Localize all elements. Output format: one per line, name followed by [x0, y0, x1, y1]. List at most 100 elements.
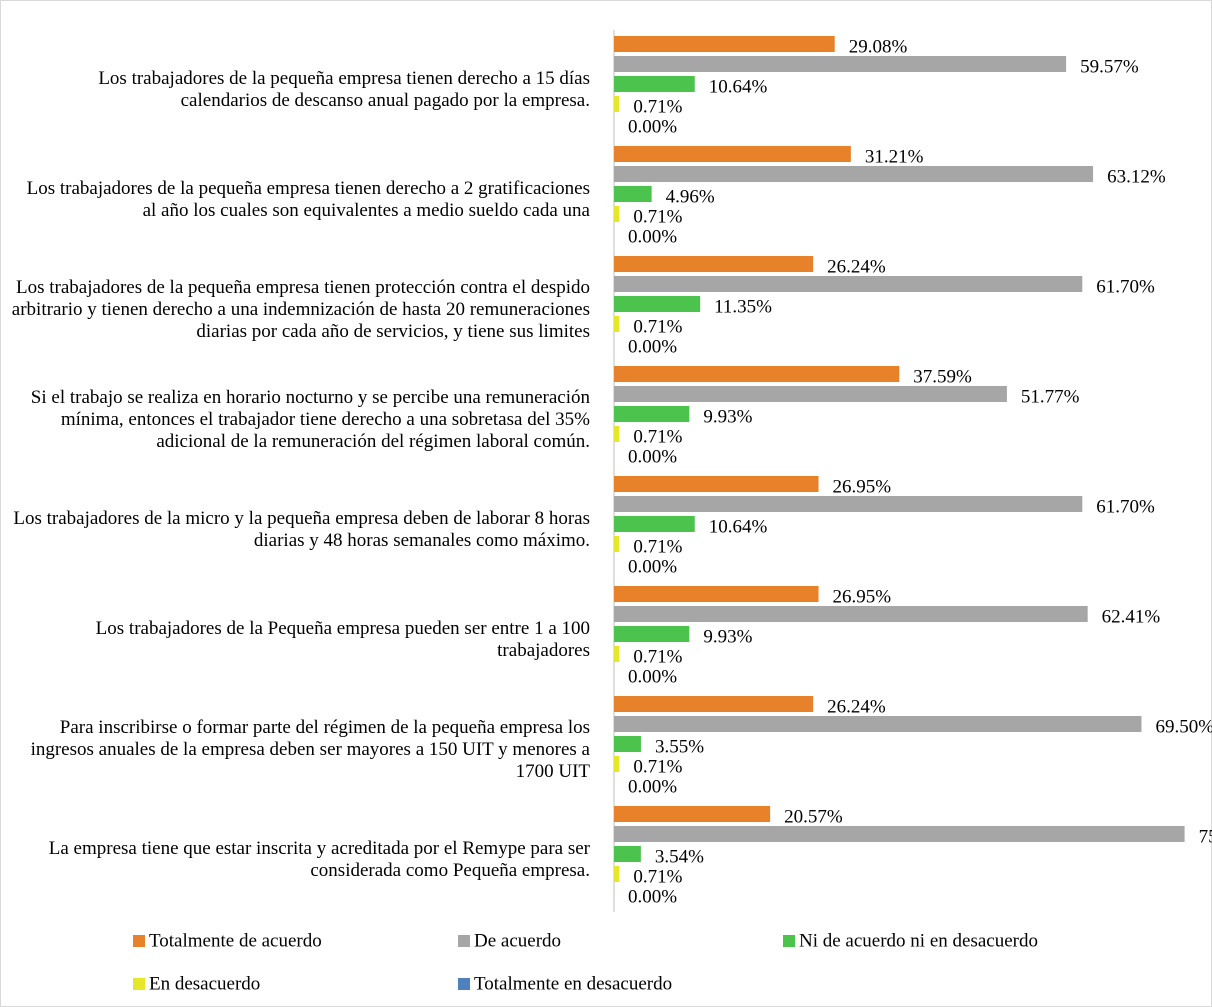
category-label: Los trabajadores de la pequeña empresa t… — [10, 255, 590, 365]
category-label: Los trabajadores de la pequeña empresa t… — [10, 35, 590, 145]
data-label: 9.93% — [703, 626, 752, 647]
data-label: 3.55% — [655, 736, 704, 757]
bar — [614, 586, 819, 602]
data-label: 37.59% — [913, 366, 972, 387]
data-label: 0.00% — [628, 666, 677, 687]
data-label: 62.41% — [1102, 606, 1161, 627]
bar — [614, 186, 652, 202]
category-text: Los trabajadores de la pequeña empresa t… — [11, 277, 590, 342]
legend-label: Ni de acuerdo ni en desacuerdo — [799, 930, 1038, 951]
data-label: 20.57% — [784, 806, 843, 827]
category-label: Para inscribirse o formar parte del régi… — [10, 695, 590, 805]
data-label: 10.64% — [709, 516, 768, 537]
bar — [614, 516, 695, 532]
category-label: La empresa tiene que estar inscrita y ac… — [10, 805, 590, 915]
data-label: 0.71% — [633, 316, 682, 337]
data-label: 26.24% — [827, 696, 886, 717]
bar — [614, 146, 851, 162]
category-text: Los trabajadores de la pequeña empresa t… — [26, 178, 590, 221]
bar — [614, 536, 620, 552]
data-label: 0.71% — [633, 96, 682, 117]
legend-swatch — [133, 935, 145, 947]
bar — [614, 756, 620, 772]
data-label: 63.12% — [1107, 166, 1166, 187]
category-text: Los trabajadores de la Pequeña empresa p… — [95, 618, 590, 661]
data-label: 0.00% — [628, 226, 677, 247]
bar — [614, 866, 620, 882]
data-label: 75.18% — [1199, 826, 1212, 847]
data-label: 0.00% — [628, 446, 677, 467]
bar — [614, 606, 1088, 622]
category-label: Los trabajadores de la micro y la pequeñ… — [10, 475, 590, 585]
data-label: 0.71% — [633, 756, 682, 777]
data-label: 0.71% — [633, 536, 682, 557]
data-label: 26.95% — [833, 476, 892, 497]
bar — [614, 166, 1094, 182]
data-label: 26.24% — [827, 256, 886, 277]
bar — [614, 426, 620, 442]
bar — [614, 76, 695, 92]
bar — [614, 826, 1185, 842]
bar — [614, 626, 690, 642]
bar — [614, 206, 620, 222]
data-label: 0.00% — [628, 776, 677, 797]
legend-swatch — [458, 935, 470, 947]
data-label: 61.70% — [1096, 276, 1155, 297]
category-text: Los trabajadores de la pequeña empresa t… — [98, 68, 590, 111]
data-label: 3.54% — [655, 846, 704, 867]
data-label: 10.64% — [709, 76, 768, 97]
bar — [614, 296, 701, 312]
legend-label: En desacuerdo — [149, 973, 260, 994]
legend-label: De acuerdo — [474, 930, 561, 951]
bar — [614, 496, 1083, 512]
category-text: Los trabajadores de la micro y la pequeñ… — [13, 508, 590, 551]
data-label: 61.70% — [1096, 496, 1155, 517]
bar — [614, 56, 1067, 72]
data-label: 0.71% — [633, 206, 682, 227]
data-label: 0.71% — [633, 646, 682, 667]
data-label: 26.95% — [833, 586, 892, 607]
bar — [614, 716, 1142, 732]
bar — [614, 96, 620, 112]
bar — [614, 846, 641, 862]
category-label: Los trabajadores de la pequeña empresa t… — [10, 145, 590, 255]
data-label: 59.57% — [1080, 56, 1139, 77]
data-label: 9.93% — [703, 406, 752, 427]
legend-label: Totalmente de acuerdo — [149, 930, 322, 951]
bar — [614, 366, 900, 382]
data-label: 31.21% — [865, 146, 924, 167]
bar — [614, 806, 771, 822]
bar — [614, 316, 620, 332]
data-label: 11.35% — [714, 296, 772, 317]
category-label: Los trabajadores de la Pequeña empresa p… — [10, 585, 590, 695]
legend-swatch — [133, 978, 145, 990]
legend-swatch — [458, 978, 470, 990]
data-label: 69.50% — [1155, 716, 1212, 737]
data-label: 0.71% — [633, 426, 682, 447]
data-label: 0.71% — [633, 866, 682, 887]
data-label: 0.00% — [628, 116, 677, 137]
data-label: 0.00% — [628, 886, 677, 907]
bar — [614, 476, 819, 492]
bar — [614, 256, 814, 272]
bar — [614, 386, 1007, 402]
legend-label: Totalmente en desacuerdo — [474, 973, 672, 994]
data-label: 0.00% — [628, 556, 677, 577]
bar — [614, 36, 835, 52]
data-label: 29.08% — [849, 36, 908, 57]
category-text: Si el trabajo se realiza en horario noct… — [30, 387, 590, 452]
bar — [614, 696, 814, 712]
bar — [614, 646, 620, 662]
data-label: 51.77% — [1021, 386, 1080, 407]
bar — [614, 736, 641, 752]
category-text: Para inscribirse o formar parte del régi… — [30, 717, 590, 782]
category-label: Si el trabajo se realiza en horario noct… — [10, 365, 590, 475]
bar — [614, 406, 690, 422]
bar — [614, 276, 1083, 292]
data-label: 0.00% — [628, 336, 677, 357]
data-label: 4.96% — [666, 186, 715, 207]
category-text: La empresa tiene que estar inscrita y ac… — [48, 838, 590, 881]
legend-swatch — [783, 935, 795, 947]
